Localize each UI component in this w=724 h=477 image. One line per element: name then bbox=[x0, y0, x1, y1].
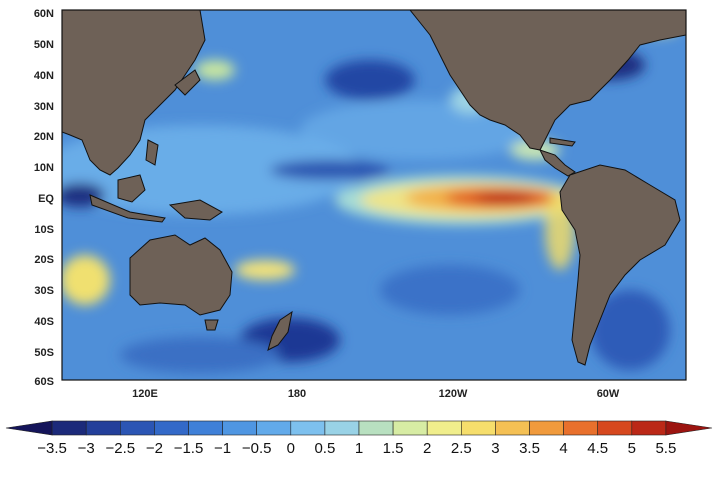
colorbar-swatch bbox=[563, 420, 598, 436]
colorbar-tick-label: 5.5 bbox=[655, 440, 676, 457]
colorbar-tick-label: 3 bbox=[491, 440, 499, 457]
lat-label: 50N bbox=[34, 39, 54, 51]
indonesia-islands bbox=[89, 194, 166, 223]
land-masses bbox=[62, 10, 686, 366]
south-america-landmass bbox=[559, 164, 681, 366]
colorbar-swatch bbox=[597, 420, 633, 436]
new-zealand-island bbox=[267, 310, 293, 351]
colorbar-swatch bbox=[495, 420, 530, 436]
colorbar-swatch bbox=[392, 420, 428, 436]
lon-label: 120W bbox=[439, 388, 468, 400]
colorbar-swatch bbox=[51, 420, 87, 436]
plot-area bbox=[62, 10, 686, 380]
colorbar-swatch bbox=[631, 420, 667, 436]
asia-landmass bbox=[62, 10, 206, 176]
lat-label: EQ bbox=[38, 193, 54, 205]
lat-label: 20N bbox=[34, 131, 54, 143]
colorbar-tick-label: 0.5 bbox=[314, 440, 335, 457]
new-guinea-island bbox=[168, 199, 223, 221]
philippines-islands bbox=[145, 139, 159, 166]
borneo-island bbox=[117, 174, 146, 203]
colorbar-tick-label: 0 bbox=[287, 440, 295, 457]
colorbar-tick-label: −3.5 bbox=[37, 440, 67, 457]
australia-landmass bbox=[129, 234, 233, 316]
colorbar-tick-label: −1 bbox=[214, 440, 231, 457]
plot-frame bbox=[61, 9, 687, 381]
colorbar-tick-label: 5 bbox=[628, 440, 636, 457]
japan-island bbox=[174, 69, 201, 96]
colorbar-tick-label: −1.5 bbox=[174, 440, 204, 457]
lat-label: 40S bbox=[34, 316, 54, 328]
colorbar-swatch bbox=[665, 420, 713, 436]
lon-label: 60W bbox=[597, 388, 620, 400]
north-america-landmass bbox=[409, 10, 686, 151]
lat-label: 40N bbox=[34, 70, 54, 82]
colorbar-tick-label: −3 bbox=[78, 440, 95, 457]
lat-label: 50S bbox=[34, 347, 54, 359]
colorbar-swatch bbox=[256, 420, 292, 436]
colorbar-tick-label: 1.5 bbox=[383, 440, 404, 457]
colorbar-swatch bbox=[324, 420, 360, 436]
colorbar-swatch bbox=[5, 420, 53, 436]
colorbar-tick-label: −2 bbox=[146, 440, 163, 457]
colorbar-tick-label: 4 bbox=[559, 440, 567, 457]
colorbar-tick-label: 4.5 bbox=[587, 440, 608, 457]
colorbar-swatch bbox=[85, 420, 121, 436]
colorbar-swatch bbox=[222, 420, 258, 436]
colorbar-tick-label: −0.5 bbox=[242, 440, 272, 457]
colorbar-tick-label: 2 bbox=[423, 440, 431, 457]
colorbar-swatch bbox=[358, 420, 394, 436]
lat-label: 60S bbox=[34, 376, 54, 388]
colorbar-swatch bbox=[426, 420, 462, 436]
colorbar-swatch bbox=[290, 420, 326, 436]
lat-label: 10N bbox=[34, 162, 54, 174]
colorbar-swatch bbox=[460, 420, 496, 436]
colorbar-tick-label: 3.5 bbox=[519, 440, 540, 457]
colorbar-tick-label: −2.5 bbox=[105, 440, 135, 457]
colorbar bbox=[5, 420, 713, 436]
latitude-axis: 60N 50N 40N 30N 20N 10N EQ 10S 20S 30S 4… bbox=[34, 8, 55, 388]
colorbar-labels: −3.5 −3 −2.5 −2 −1.5 −1 −0.5 0 0.5 1 1.5 2 2.5 3 3.5 4 4… bbox=[37, 440, 676, 457]
lat-label: 30N bbox=[34, 101, 54, 113]
colorbar-swatch bbox=[188, 420, 223, 436]
colorbar-swatch bbox=[120, 420, 155, 436]
lat-label: 20S bbox=[34, 254, 54, 266]
tasmania-island bbox=[204, 319, 219, 331]
colorbar-swatch bbox=[529, 420, 564, 436]
colorbar-tick-label: 1 bbox=[355, 440, 363, 457]
longitude-axis: 120E 180 120W 60W bbox=[132, 388, 620, 400]
lat-label: 10S bbox=[34, 224, 54, 236]
cuba-island bbox=[549, 137, 576, 147]
lon-label: 120E bbox=[132, 388, 158, 400]
lon-label: 180 bbox=[288, 388, 306, 400]
lat-label: 30S bbox=[34, 285, 54, 297]
lat-label: 60N bbox=[34, 8, 54, 20]
colorbar-swatch bbox=[154, 420, 189, 436]
colorbar-tick-label: 2.5 bbox=[451, 440, 472, 457]
